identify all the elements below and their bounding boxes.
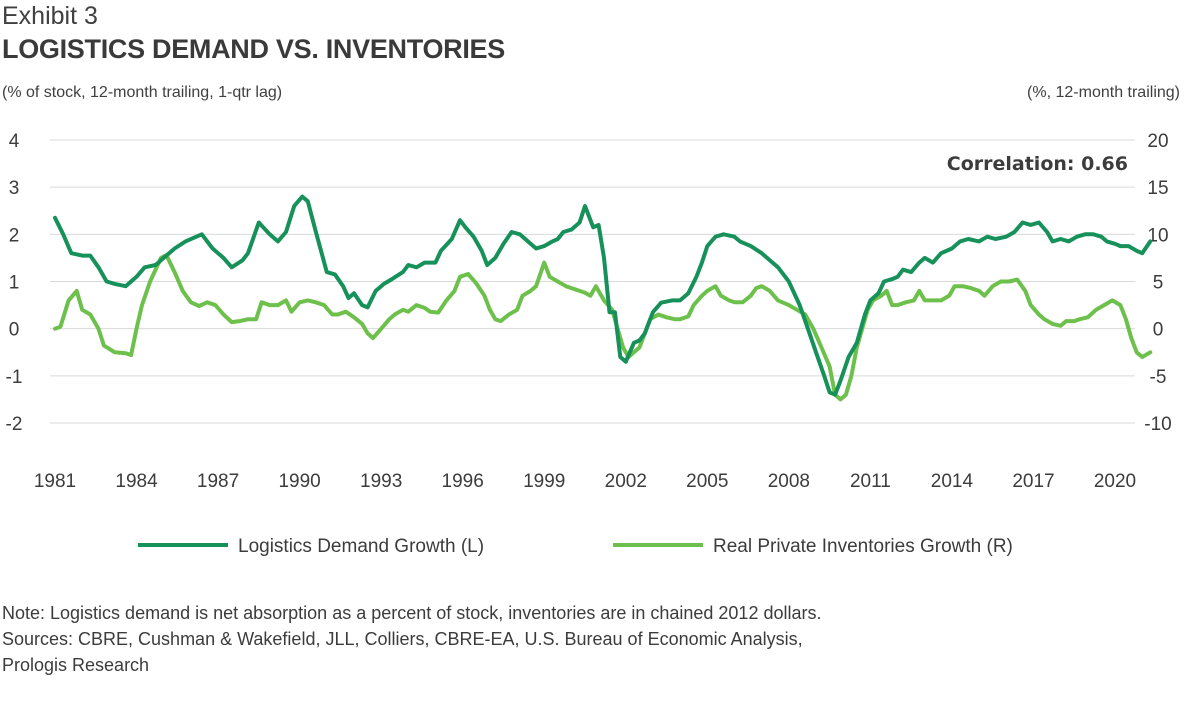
right-tick-label: 15 <box>1147 178 1168 199</box>
series-lines <box>53 194 1153 402</box>
gridlines <box>50 139 1135 424</box>
x-tick-label: 1993 <box>360 471 402 492</box>
x-tick-label: 2005 <box>686 471 728 492</box>
right-tick-label: -5 <box>1150 367 1167 388</box>
x-tick-label: 2011 <box>850 471 891 492</box>
left-tick-label: -2 <box>6 414 23 435</box>
exhibit-label: Exhibit 3 <box>2 2 98 30</box>
x-tick-label: 1987 <box>197 471 239 492</box>
sources-line-cont: Prologis Research <box>2 655 150 675</box>
note-line: Note: Logistics demand is net absorption… <box>2 603 822 623</box>
x-axis-ticks: 1981 1984 1987 1990 1993 1996 1999 2002 2005 2008… <box>34 471 1136 492</box>
inventories-growth-line <box>53 253 1153 402</box>
x-tick-label: 2008 <box>768 471 810 492</box>
right-tick-label: 20 <box>1147 131 1168 152</box>
left-axis-unit: (% of stock, 12-month trailing, 1-qtr la… <box>2 84 283 101</box>
right-axis-unit: (%, 12-month trailing) <box>1027 84 1180 101</box>
sources-line: Sources: CBRE, Cushman & Wakefield, JLL,… <box>2 629 803 649</box>
right-axis-ticks: 20 15 10 5 0 -5 -10 <box>1144 131 1171 435</box>
left-tick-label: 4 <box>9 131 20 152</box>
x-tick-label: 2014 <box>931 471 974 492</box>
x-tick-label: 1996 <box>442 471 484 492</box>
legend-label-demand: Logistics Demand Growth (L) <box>238 536 484 557</box>
left-tick-label: -1 <box>6 367 23 388</box>
left-axis-ticks: 4 3 2 1 0 -1 -2 <box>6 131 23 435</box>
demand-growth-line <box>53 194 1153 397</box>
left-tick-label: 3 <box>9 178 20 199</box>
legend-label-inventories: Real Private Inventories Growth (R) <box>713 536 1013 557</box>
x-tick-label: 1984 <box>115 471 158 492</box>
correlation-annotation: Correlation: 0.66 <box>947 153 1128 175</box>
legend: Logistics Demand Growth (L) Real Private… <box>138 536 1013 557</box>
right-tick-label: 0 <box>1153 320 1164 341</box>
x-tick-label: 2002 <box>605 471 647 492</box>
right-tick-label: -10 <box>1144 414 1171 435</box>
left-tick-label: 0 <box>9 320 20 341</box>
right-tick-label: 10 <box>1147 225 1168 246</box>
x-tick-label: 2020 <box>1094 471 1136 492</box>
x-tick-label: 1981 <box>34 471 76 492</box>
right-tick-label: 5 <box>1153 273 1164 294</box>
x-tick-label: 1990 <box>278 471 320 492</box>
footnote: Note: Logistics demand is net absorption… <box>2 600 1152 678</box>
x-tick-label: 1999 <box>523 471 565 492</box>
left-tick-label: 1 <box>9 273 20 294</box>
x-tick-label: 2017 <box>1012 471 1054 492</box>
chart-title: LOGISTICS DEMAND VS. INVENTORIES <box>2 34 505 64</box>
left-tick-label: 2 <box>9 225 20 246</box>
